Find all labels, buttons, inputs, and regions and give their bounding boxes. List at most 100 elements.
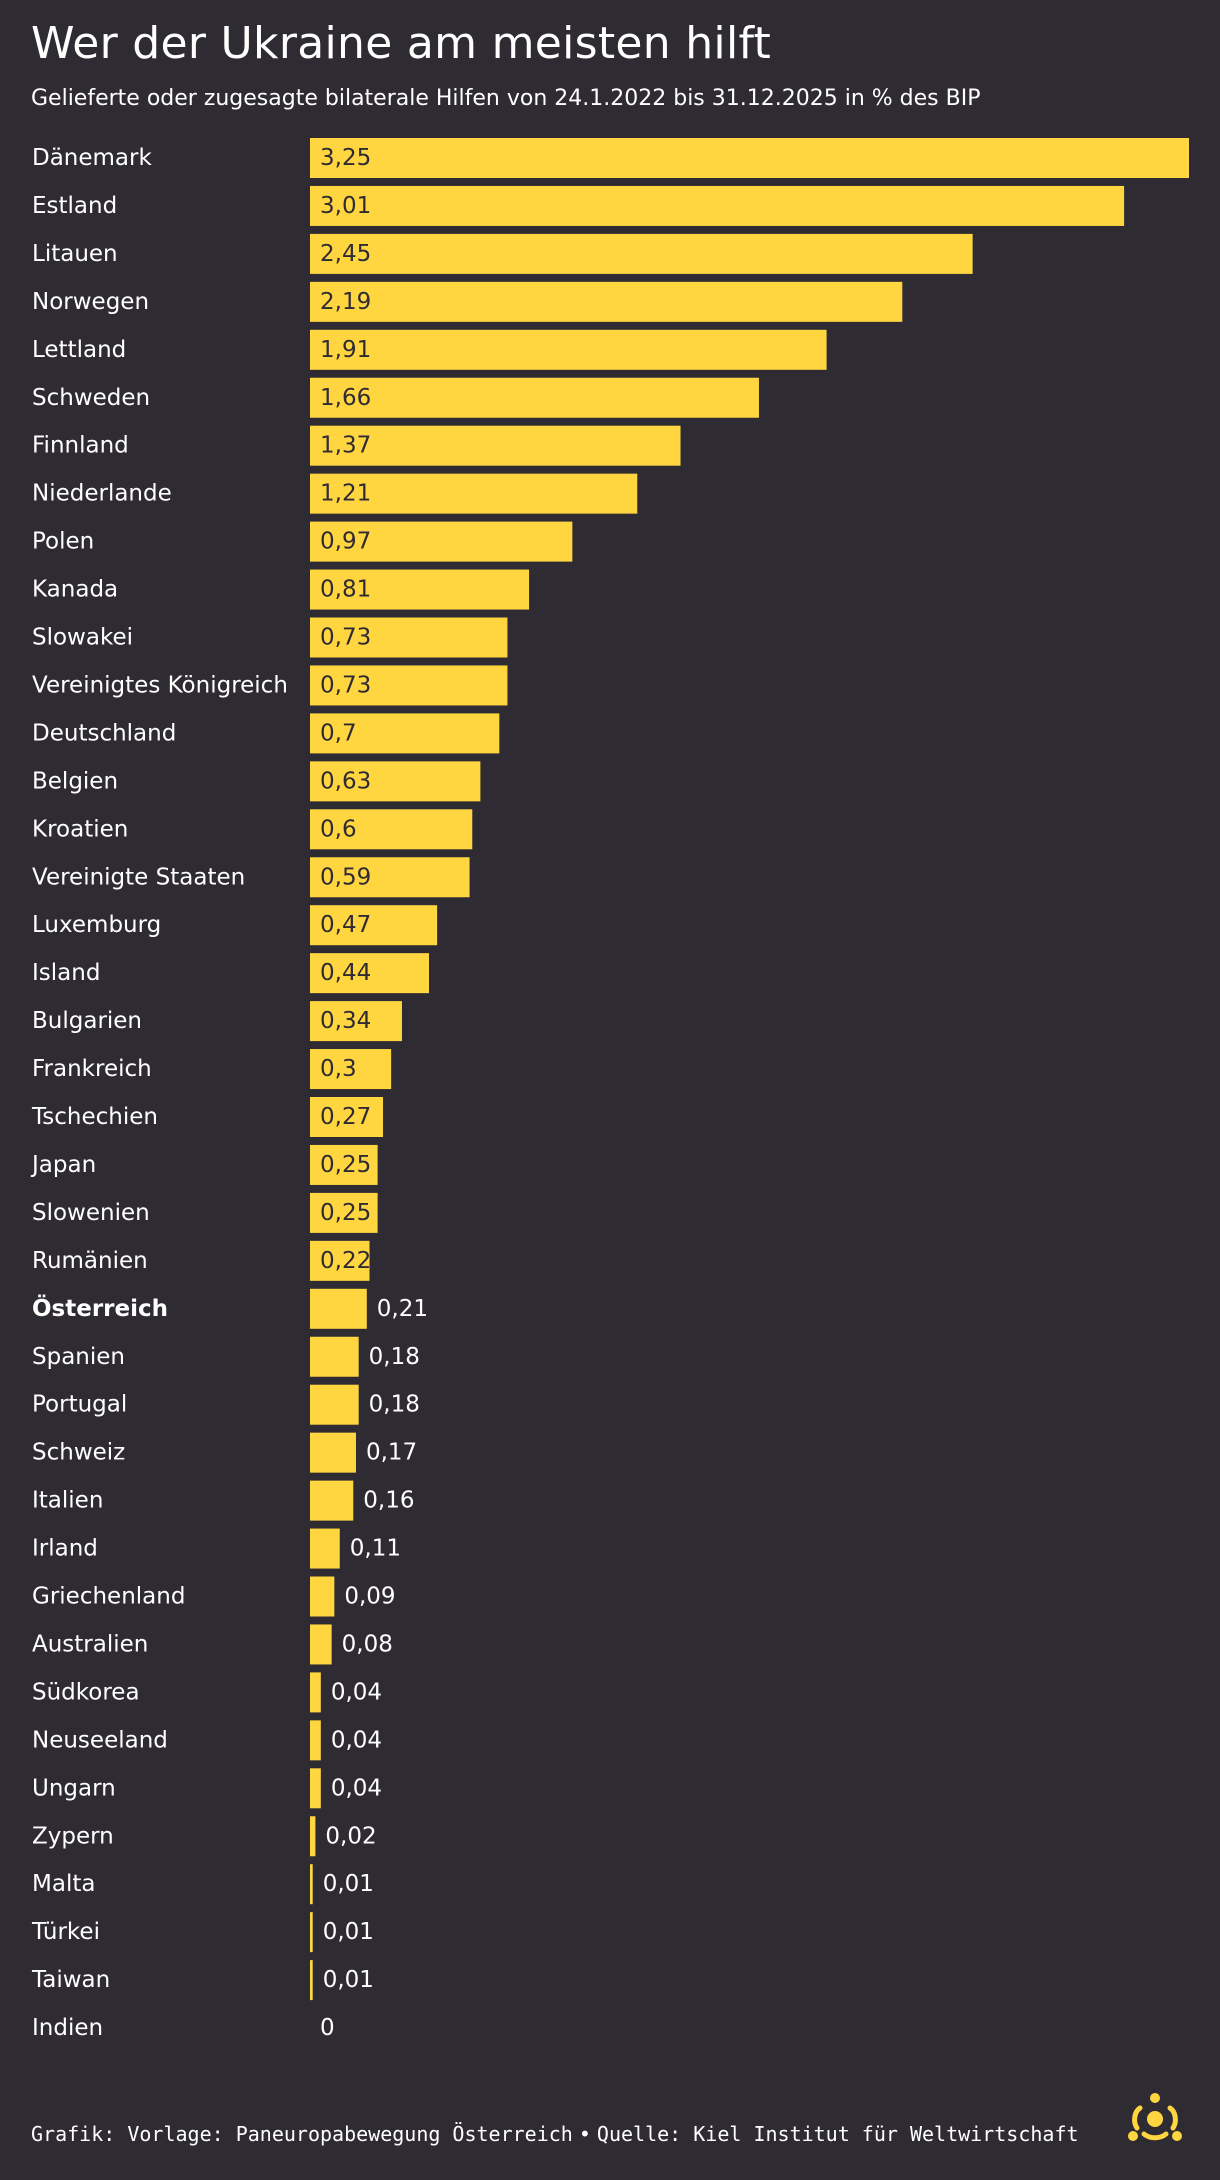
- value-label: 0,25: [320, 1200, 371, 1226]
- bar: [310, 1768, 321, 1809]
- category-label: Ungarn: [32, 1775, 116, 1801]
- value-label: 0,01: [323, 1871, 374, 1897]
- bar: [310, 569, 530, 610]
- value-label: 0,08: [342, 1631, 393, 1657]
- value-label: 1,91: [320, 337, 371, 363]
- value-label: 0,47: [320, 912, 371, 938]
- bar-row: Österreich 0,21: [32, 1288, 428, 1329]
- category-label: Finnland: [32, 433, 129, 459]
- value-label: 0,17: [366, 1440, 417, 1466]
- bar: [310, 1576, 335, 1617]
- bar: [310, 713, 500, 754]
- category-label: Portugal: [32, 1392, 127, 1418]
- bar-row: Indien 0: [32, 2015, 335, 2041]
- bar: [310, 138, 1189, 178]
- bar-row: Island 0,44: [32, 953, 430, 994]
- bar-row: Tschechien 0,27: [31, 1097, 384, 1137]
- bar: [310, 233, 973, 274]
- bar-row: Italien 0,16: [32, 1480, 414, 1521]
- bar-row: Slowakei 0,73: [32, 617, 508, 658]
- value-label: 0,25: [320, 1152, 371, 1178]
- footer-quelle: Quelle: Kiel Institut für Weltwirtschaft: [596, 2122, 1079, 2146]
- category-label: Türkei: [31, 1919, 100, 1945]
- bar: [310, 1528, 340, 1569]
- bar-row: Luxemburg 0,47: [32, 905, 438, 946]
- value-label: 0,34: [320, 1008, 371, 1034]
- bar-row: Litauen 2,45: [32, 233, 973, 274]
- value-label: 0,44: [320, 960, 371, 986]
- bar: [310, 1432, 356, 1473]
- bar-row: Taiwan 0,01: [31, 1960, 374, 2001]
- category-label: Spanien: [32, 1344, 125, 1370]
- bar-row: Schweden 1,66: [32, 377, 759, 418]
- bar: [310, 761, 481, 802]
- value-label: 0,21: [377, 1296, 428, 1322]
- footer-separator: •: [578, 2122, 591, 2146]
- bar: [310, 1384, 359, 1425]
- value-label: 2,19: [320, 289, 371, 315]
- bar-row: Norwegen 2,19: [32, 281, 903, 322]
- value-label: 0,63: [320, 768, 371, 794]
- bar: [310, 665, 508, 706]
- bar: [310, 329, 827, 370]
- value-label: 1,66: [320, 385, 371, 411]
- bar-row: Portugal 0,18: [32, 1384, 420, 1425]
- value-label: 0,59: [320, 864, 371, 890]
- category-label: Deutschland: [32, 720, 176, 746]
- bar: [310, 377, 759, 418]
- chart-title: Wer der Ukraine am meisten hilft: [31, 18, 772, 69]
- bar-row: Australien 0,08: [32, 1624, 393, 1665]
- value-label: 0,3: [320, 1056, 357, 1082]
- bar-row: Lettland 1,91: [32, 329, 827, 370]
- bar-row: Irland 0,11: [32, 1528, 401, 1569]
- bar: [310, 1288, 367, 1329]
- bar-row: Estland 3,01: [32, 185, 1125, 226]
- bar-row: Deutschland 0,7: [32, 713, 500, 754]
- bar-row: Malta 0,01: [32, 1864, 374, 1905]
- value-label: 0,22: [320, 1248, 371, 1274]
- bar-chart: Dänemark 3,25 Estland 3,01 Litauen 2,45 Norweg…: [30, 138, 1189, 2041]
- bar: [310, 1240, 370, 1281]
- category-label: Griechenland: [32, 1584, 185, 1610]
- value-label: 0,73: [320, 625, 371, 651]
- category-label: Estland: [32, 193, 117, 219]
- bar: [310, 1192, 378, 1233]
- category-label: Kroatien: [32, 816, 128, 842]
- category-label: Slowakei: [32, 625, 133, 651]
- value-label: 0,04: [331, 1679, 382, 1705]
- category-label: Niederlande: [32, 481, 172, 507]
- category-label: Japan: [30, 1152, 96, 1178]
- bar: [310, 185, 1125, 226]
- bar: [310, 281, 903, 322]
- value-label: 0,02: [325, 1823, 376, 1849]
- bar-row: Finnland 1,37: [32, 425, 681, 466]
- bar-row: Slowenien 0,25: [32, 1192, 378, 1233]
- bar-row: Südkorea 0,04: [32, 1672, 382, 1713]
- bar: [310, 1049, 392, 1090]
- bar: [310, 1001, 402, 1042]
- bar: [310, 1480, 354, 1521]
- value-label: 0,16: [363, 1488, 414, 1514]
- value-label: 0,01: [323, 1967, 374, 1993]
- category-label: Frankreich: [32, 1056, 152, 1082]
- category-label: Luxemburg: [32, 912, 161, 938]
- bar-row: Ungarn 0,04: [32, 1768, 382, 1809]
- value-label: 0,04: [331, 1727, 382, 1753]
- category-label: Vereinigte Staaten: [32, 864, 245, 890]
- value-label: 3,01: [320, 193, 371, 219]
- bar: [310, 857, 470, 898]
- chart-subtitle: Gelieferte oder zugesagte bilaterale Hil…: [31, 86, 981, 111]
- bar: [310, 425, 681, 466]
- value-label: 0,7: [320, 720, 357, 746]
- bar-row: Vereinigtes Königreich 0,73: [32, 665, 508, 706]
- category-label: Taiwan: [31, 1967, 110, 1993]
- value-label: 0,18: [369, 1344, 420, 1370]
- bar-row: Kroatien 0,6: [32, 809, 473, 850]
- bar: [310, 1144, 378, 1185]
- bar: [310, 1720, 321, 1761]
- category-label: Slowenien: [32, 1200, 150, 1226]
- value-label: 0: [320, 2015, 335, 2041]
- bar-row: Neuseeland 0,04: [32, 1720, 382, 1761]
- bar-row: Polen 0,97: [32, 521, 573, 562]
- bar: [310, 1672, 321, 1713]
